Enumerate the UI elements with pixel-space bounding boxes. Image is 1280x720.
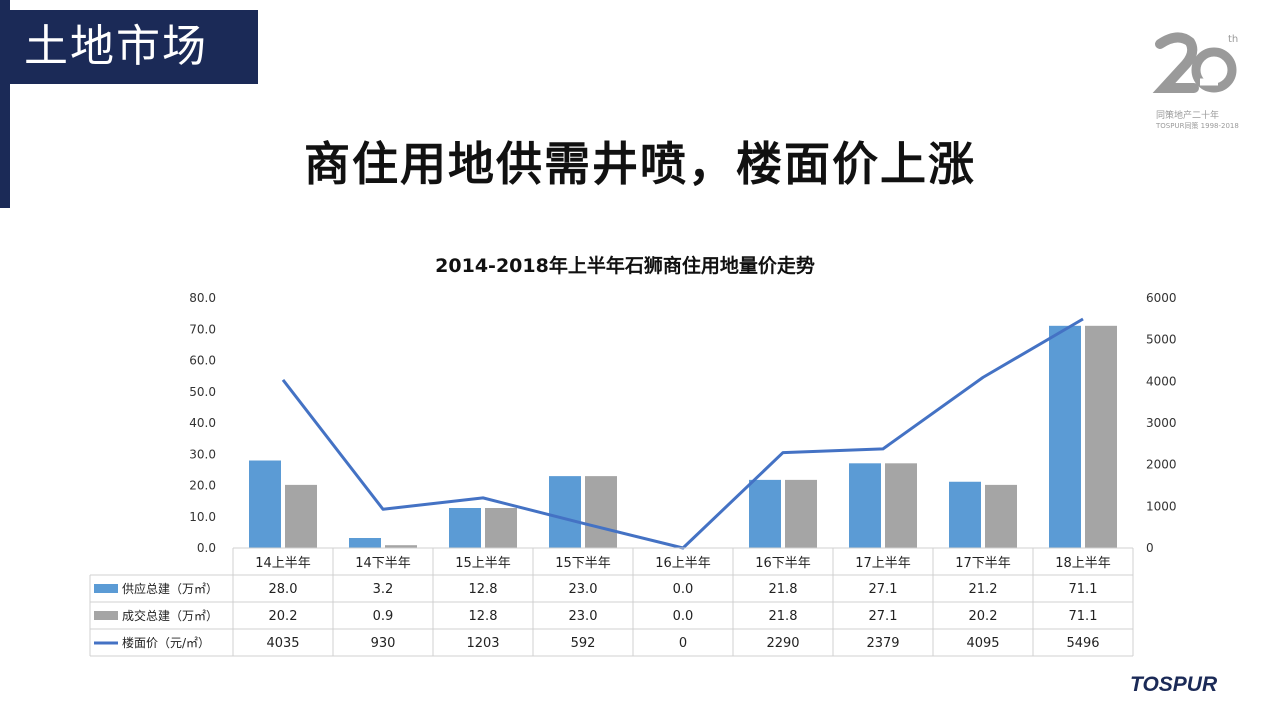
bar-deal xyxy=(985,484,1017,548)
category-label: 16上半年 xyxy=(655,556,711,571)
table-cell-value: 71.1 xyxy=(1069,582,1098,597)
bar-supply xyxy=(749,479,781,548)
y-left-tick-label: 10.0 xyxy=(189,510,216,524)
footer-brand-logo: TOSPUR xyxy=(1130,673,1218,696)
bar-supply xyxy=(449,508,481,548)
bar-deal xyxy=(585,476,617,548)
table-cell-value: 21.8 xyxy=(769,609,798,624)
table-cell-value: 0.0 xyxy=(673,582,694,597)
table-cell-value: 23.0 xyxy=(569,609,598,624)
chart-title: 2014-2018年上半年石狮商住用地量价走势 xyxy=(435,254,815,277)
y-right-tick-label: 0 xyxy=(1146,541,1154,555)
table-cell-value: 20.2 xyxy=(269,609,298,624)
y-left-tick-label: 70.0 xyxy=(189,322,216,336)
logo-caption: 同策地产二十年 xyxy=(1156,111,1220,121)
table-cell-value: 23.0 xyxy=(569,582,598,597)
table-cell-value: 21.8 xyxy=(769,582,798,597)
y-left-tick-label: 50.0 xyxy=(189,385,216,399)
category-label: 15下半年 xyxy=(555,556,611,571)
bar-supply xyxy=(849,463,881,548)
table-cell-value: 4095 xyxy=(966,636,999,651)
section-title: 土地市场 xyxy=(10,10,258,84)
bar-supply xyxy=(949,481,981,548)
y-right-tick-label: 1000 xyxy=(1146,499,1177,513)
table-cell-value: 1203 xyxy=(466,636,499,651)
legend-label: 成交总建（万㎡） xyxy=(122,608,218,623)
y-right-tick-label: 4000 xyxy=(1146,374,1177,388)
table-cell-value: 27.1 xyxy=(869,609,898,624)
table-cell-value: 28.0 xyxy=(269,582,298,597)
category-label: 18上半年 xyxy=(1055,556,1111,571)
bar-supply xyxy=(249,460,281,548)
page-headline: 商住用地供需井喷，楼面价上涨 xyxy=(304,137,976,191)
logo-subcaption: TOSPUR同策 1998-2018 xyxy=(1156,122,1239,130)
table-cell-value: 12.8 xyxy=(469,582,498,597)
anniversary-logo: th 同策地产二十年 TOSPUR同策 1998-2018 xyxy=(1150,28,1250,138)
bar-deal xyxy=(385,545,417,548)
table-cell-value: 12.8 xyxy=(469,609,498,624)
bar-supply xyxy=(349,538,381,548)
category-label: 17上半年 xyxy=(855,556,911,571)
bar-deal xyxy=(885,463,917,548)
y-left-tick-label: 60.0 xyxy=(189,354,216,368)
table-cell-value: 5496 xyxy=(1066,636,1099,651)
logo-superscript: th xyxy=(1228,34,1239,45)
y-left-tick-label: 30.0 xyxy=(189,447,216,461)
y-left-tick-label: 20.0 xyxy=(189,479,216,493)
table-cell-value: 0.0 xyxy=(673,609,694,624)
table-cell-value: 930 xyxy=(371,636,396,651)
bar-deal xyxy=(1085,325,1117,548)
y-right-tick-label: 6000 xyxy=(1146,291,1177,305)
left-accent-bar xyxy=(0,0,10,208)
y-right-tick-label: 5000 xyxy=(1146,333,1177,347)
table-cell-value: 2290 xyxy=(766,636,799,651)
y-left-tick-label: 80.0 xyxy=(189,291,216,305)
legend-label: 楼面价（元/㎡） xyxy=(122,635,210,650)
table-cell-value: 71.1 xyxy=(1069,609,1098,624)
table-cell-value: 20.2 xyxy=(969,609,998,624)
table-cell-value: 4035 xyxy=(266,636,299,651)
table-cell-value: 592 xyxy=(571,636,596,651)
y-left-tick-label: 40.0 xyxy=(189,416,216,430)
table-cell-value: 27.1 xyxy=(869,582,898,597)
y-right-tick-label: 2000 xyxy=(1146,458,1177,472)
category-label: 16下半年 xyxy=(755,556,811,571)
bar-supply xyxy=(549,476,581,548)
legend-key-supply xyxy=(94,584,118,593)
table-cell-value: 21.2 xyxy=(969,582,998,597)
category-label: 15上半年 xyxy=(455,556,511,571)
category-label: 17下半年 xyxy=(955,556,1011,571)
category-label: 14下半年 xyxy=(355,556,411,571)
table-cell-value: 2379 xyxy=(866,636,899,651)
table-cell-value: 3.2 xyxy=(373,582,394,597)
category-label: 14上半年 xyxy=(255,556,311,571)
bar-supply xyxy=(1049,325,1081,548)
table-cell-value: 0.9 xyxy=(373,609,394,624)
bar-deal xyxy=(285,484,317,548)
y-left-tick-label: 0.0 xyxy=(197,541,216,555)
bar-deal xyxy=(785,479,817,548)
legend-key-deal xyxy=(94,611,118,620)
table-cell-value: 0 xyxy=(679,636,687,651)
anniversary-logo-ring-icon xyxy=(1152,32,1237,93)
legend-label: 供应总建（万㎡） xyxy=(122,581,218,596)
y-right-tick-label: 3000 xyxy=(1146,416,1177,430)
bar-deal xyxy=(485,508,517,548)
